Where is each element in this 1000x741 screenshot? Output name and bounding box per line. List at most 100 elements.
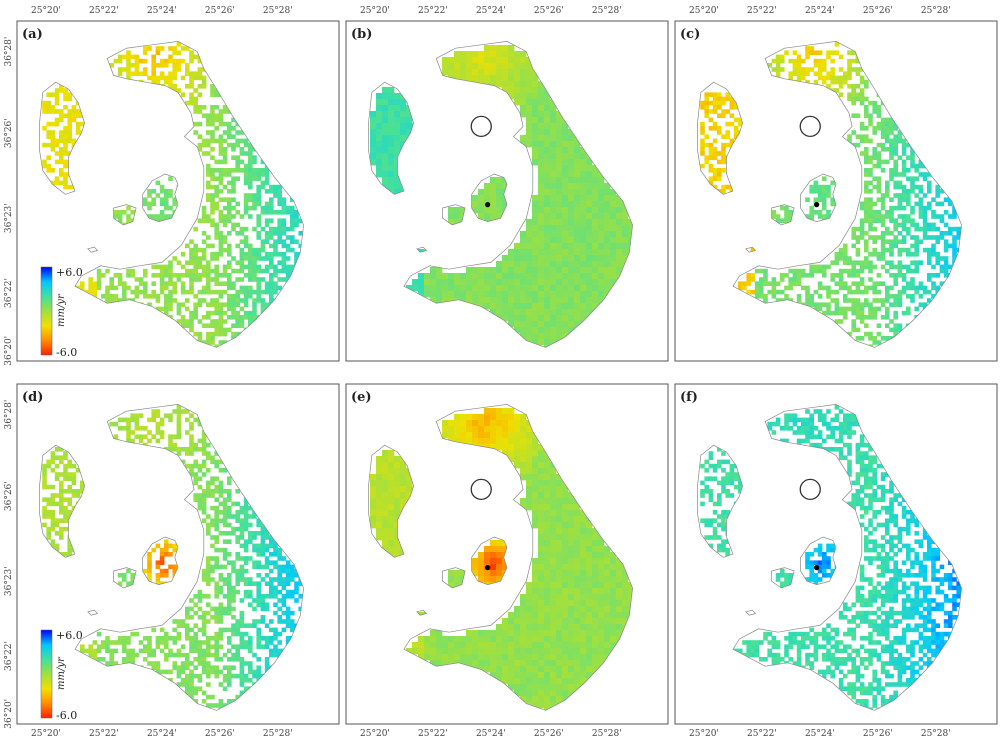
velocity-cell: [294, 598, 299, 603]
velocity-cell: [201, 142, 207, 148]
velocity-cell: [285, 205, 291, 211]
velocity-cell: [532, 291, 539, 298]
velocity-cell: [75, 493, 81, 498]
velocity-cell: [436, 642, 443, 649]
velocity-cell: [130, 289, 135, 295]
velocity-cell: [264, 302, 270, 307]
velocity-cell: [508, 438, 515, 445]
velocity-cell: [197, 644, 203, 649]
velocity-cell: [826, 189, 831, 194]
velocity-cell: [168, 84, 173, 89]
velocity-cell: [164, 214, 169, 219]
velocity-cell: [54, 476, 60, 481]
velocity-cell: [910, 243, 915, 249]
velocity-cell: [222, 627, 228, 633]
velocity-cell: [508, 297, 515, 304]
velocity-cell: [214, 581, 219, 586]
velocity-cell: [544, 534, 551, 541]
velocity-cell: [838, 247, 844, 253]
velocity-cell: [604, 618, 611, 625]
velocity-cell: [281, 252, 287, 257]
velocity-cell: [532, 123, 539, 130]
velocity-cell: [729, 113, 735, 118]
velocity-cell: [901, 184, 907, 190]
velocity-cell: [780, 277, 785, 282]
velocity-cell: [872, 201, 877, 207]
velocity-cell: [197, 615, 203, 620]
velocity-cell: [712, 100, 718, 106]
velocity-cell: [448, 648, 455, 655]
velocity-cell: [168, 417, 173, 423]
velocity-cell: [872, 298, 877, 303]
velocity-cell: [556, 618, 563, 625]
velocity-cell: [562, 285, 569, 292]
velocity-cell: [864, 243, 869, 249]
velocity-cell: [586, 600, 593, 607]
velocity-cell: [96, 273, 102, 278]
velocity-cell: [880, 142, 886, 148]
velocity-cell: [151, 197, 156, 202]
velocity-cell: [796, 268, 802, 274]
velocity-cell: [508, 444, 515, 451]
velocity-cell: [155, 409, 161, 414]
velocity-cell: [712, 172, 718, 177]
velocity-cell: [143, 294, 148, 299]
velocity-cell: [538, 468, 545, 475]
velocity-cell: [185, 631, 190, 637]
velocity-cell: [556, 111, 563, 118]
velocity-cell: [872, 252, 877, 257]
velocity-cell: [201, 264, 207, 270]
velocity-cell: [478, 273, 485, 280]
velocity-cell: [285, 636, 291, 641]
velocity-cell: [562, 582, 569, 589]
velocity-cell: [159, 281, 165, 286]
velocity-cell: [206, 455, 211, 460]
velocity-cell: [556, 486, 563, 493]
velocity-cell: [544, 480, 551, 487]
velocity-cell: [901, 205, 907, 211]
velocity-cell: [273, 193, 278, 198]
velocity-cell: [754, 268, 760, 274]
velocity-cell: [248, 180, 253, 186]
velocity-cell: [889, 264, 894, 270]
velocity-cell: [550, 249, 557, 256]
velocity-cell: [574, 636, 581, 643]
velocity-cell: [147, 438, 152, 444]
velocity-cell: [138, 289, 144, 295]
velocity-cell: [252, 172, 257, 177]
velocity-cell: [562, 243, 569, 250]
velocity-cell: [218, 589, 224, 595]
velocity-cell: [185, 260, 190, 265]
velocity-cell: [520, 624, 527, 631]
velocity-cell: [239, 661, 245, 666]
velocity-cell: [556, 594, 563, 601]
velocity-cell: [759, 277, 764, 282]
velocity-cell: [490, 75, 497, 82]
velocity-cell: [222, 302, 228, 307]
velocity-cell: [855, 67, 861, 72]
velocity-cell: [193, 447, 198, 452]
velocity-cell: [235, 201, 240, 207]
velocity-cell: [117, 417, 123, 423]
velocity-cell: [502, 303, 509, 310]
velocity-cell: [96, 277, 102, 282]
velocity-cell: [532, 255, 539, 262]
velocity-cell: [484, 207, 491, 214]
velocity-cell: [239, 568, 245, 574]
velocity-cell: [189, 285, 194, 291]
velocity-cell: [46, 463, 51, 469]
velocity-cell: [418, 291, 425, 298]
velocity-cell: [214, 113, 219, 118]
velocity-cell: [151, 54, 156, 60]
velocity-cell: [514, 672, 521, 679]
velocity-cell: [256, 264, 261, 270]
velocity-cell: [256, 564, 261, 570]
velocity-cell: [855, 281, 861, 286]
velocity-cell: [235, 552, 240, 557]
velocity-cell: [164, 273, 169, 278]
velocity-cell: [851, 92, 856, 97]
velocity-cell: [574, 165, 581, 172]
velocity-cell: [176, 451, 182, 456]
velocity-cell: [269, 552, 274, 557]
velocity-cell: [222, 268, 228, 274]
